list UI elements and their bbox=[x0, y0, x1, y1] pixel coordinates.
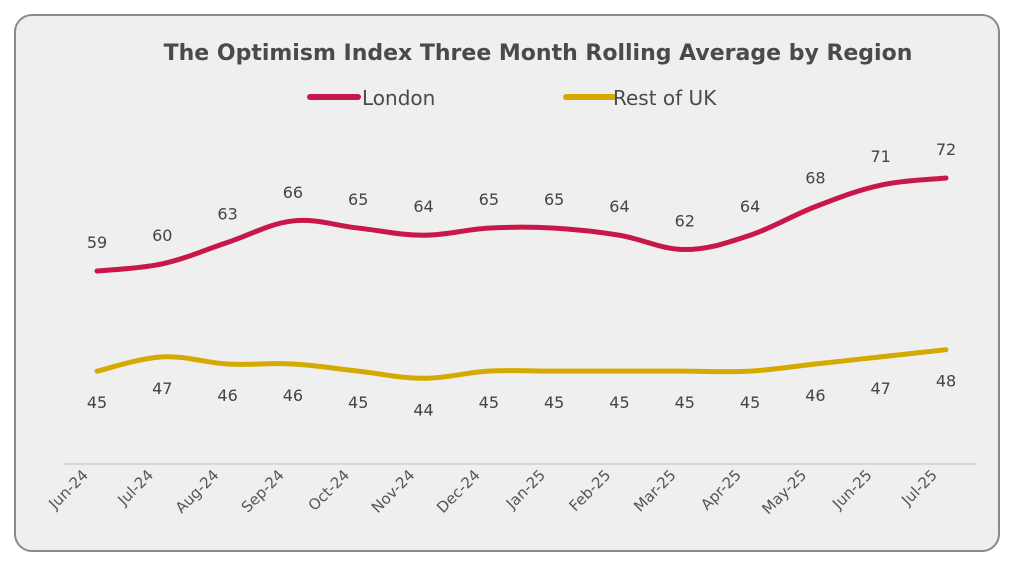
data-label-rest-of-uk: 47 bbox=[152, 379, 172, 398]
x-tick-label: Apr-25 bbox=[697, 466, 745, 514]
x-axis-ticks: Jun-24 Jul-24 Aug-24 Sep-24 Oct-24 Nov-24 Dec-… bbox=[44, 466, 940, 518]
x-tick-label: Jul-25 bbox=[897, 466, 941, 510]
data-label-london: 63 bbox=[217, 204, 237, 223]
x-tick-label: Sep-24 bbox=[238, 466, 288, 516]
series-line-rest-of-uk bbox=[94, 347, 949, 381]
data-label-london: 60 bbox=[152, 226, 172, 245]
x-tick-label: Jun-24 bbox=[44, 466, 91, 513]
data-label-london: 65 bbox=[348, 190, 368, 209]
data-label-rest-of-uk: 45 bbox=[544, 393, 564, 412]
x-tick-label: Dec-24 bbox=[433, 466, 484, 517]
data-label-rest-of-uk: 44 bbox=[413, 400, 433, 419]
chart-frame bbox=[14, 14, 1000, 552]
data-label-london: 64 bbox=[740, 197, 760, 216]
x-tick-label: Jan-25 bbox=[502, 466, 549, 513]
data-label-london: 66 bbox=[283, 183, 303, 202]
x-tick-label: May-25 bbox=[758, 466, 810, 518]
data-label-rest-of-uk: 48 bbox=[936, 372, 956, 391]
x-tick-label: Oct-24 bbox=[305, 466, 353, 514]
data-labels: 59 60 63 66 65 64 65 65 64 62 64 68 71 72 45 47 46 46 45 44… bbox=[87, 140, 956, 419]
data-label-rest-of-uk: 45 bbox=[87, 393, 107, 412]
x-tick-label: Jul-24 bbox=[114, 466, 158, 510]
data-label-rest-of-uk: 46 bbox=[805, 386, 825, 405]
data-label-london: 65 bbox=[479, 190, 499, 209]
data-label-london: 65 bbox=[544, 190, 564, 209]
data-label-london: 68 bbox=[805, 169, 825, 188]
series-layer bbox=[94, 175, 949, 381]
x-tick-label: Mar-25 bbox=[630, 466, 679, 515]
data-label-rest-of-uk: 45 bbox=[348, 393, 368, 412]
legend-label-london: London bbox=[362, 86, 435, 110]
legend-label-rest-of-uk: Rest of UK bbox=[613, 86, 717, 110]
series-line-london bbox=[94, 175, 949, 274]
x-tick-label: Feb-25 bbox=[565, 466, 614, 515]
data-label-london: 59 bbox=[87, 233, 107, 252]
data-label-london: 62 bbox=[675, 212, 695, 231]
data-label-rest-of-uk: 46 bbox=[283, 386, 303, 405]
data-label-london: 64 bbox=[413, 197, 433, 216]
chart-legend: London Rest of UK bbox=[307, 86, 717, 110]
data-label-london: 71 bbox=[871, 147, 891, 166]
data-label-london: 64 bbox=[609, 197, 629, 216]
data-label-rest-of-uk: 45 bbox=[609, 393, 629, 412]
data-label-london: 72 bbox=[936, 140, 956, 159]
chart-title: The Optimism Index Three Month Rolling A… bbox=[164, 41, 913, 66]
x-tick-label: Nov-24 bbox=[368, 466, 418, 516]
data-label-rest-of-uk: 45 bbox=[479, 393, 499, 412]
data-label-rest-of-uk: 46 bbox=[217, 386, 237, 405]
data-label-rest-of-uk: 45 bbox=[740, 393, 760, 412]
x-tick-label: Aug-24 bbox=[172, 466, 223, 517]
data-label-rest-of-uk: 47 bbox=[871, 379, 891, 398]
x-tick-label: Jun-25 bbox=[828, 466, 875, 513]
data-label-rest-of-uk: 45 bbox=[675, 393, 695, 412]
